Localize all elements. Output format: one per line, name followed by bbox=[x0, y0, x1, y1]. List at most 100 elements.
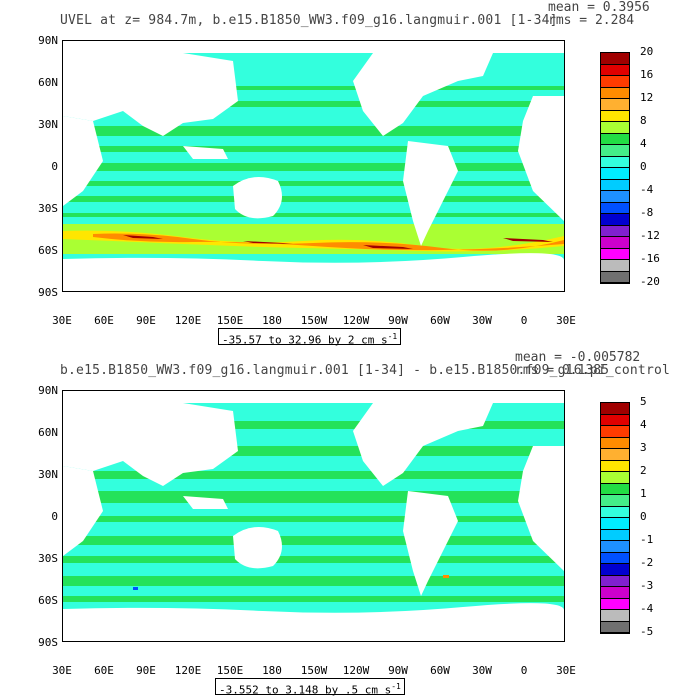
colorbar-label: -2 bbox=[640, 556, 654, 569]
lon-tick-label: 150E bbox=[216, 664, 244, 677]
colorbar-swatch bbox=[601, 518, 629, 530]
lon-tick-label: 150W bbox=[300, 314, 328, 327]
colorbar-swatch bbox=[601, 529, 629, 541]
colorbar-swatch bbox=[601, 587, 629, 599]
colorbar-swatch bbox=[601, 225, 629, 237]
southern-jet bbox=[63, 224, 564, 254]
colorbar-swatch bbox=[601, 53, 629, 65]
colorbar-swatch bbox=[601, 541, 629, 553]
lon-tick-label: 120E bbox=[174, 664, 202, 677]
rms-stat: rms = 0.1385 bbox=[515, 363, 609, 378]
colorbar-swatch bbox=[601, 271, 629, 283]
colorbar-label: 16 bbox=[640, 68, 654, 81]
colorbar-swatch bbox=[601, 179, 629, 191]
lat-tick-label: 60N bbox=[38, 76, 58, 89]
land-masses bbox=[63, 41, 564, 291]
lon-tick-label: 30E bbox=[556, 664, 576, 677]
range-text: -3.552 to 3.148 by .5 cm s bbox=[219, 683, 392, 697]
colorbar-label: 0 bbox=[640, 160, 647, 173]
lon-tick-label: 30E bbox=[556, 314, 576, 327]
lon-tick-label: 90E bbox=[136, 314, 156, 327]
colorbar-label: -20 bbox=[640, 275, 660, 288]
colorbar-swatch bbox=[601, 87, 629, 99]
lon-tick-label: 120W bbox=[342, 314, 370, 327]
range-text: -35.57 to 32.96 by 2 cm s bbox=[222, 333, 388, 347]
lon-tick-label: 180 bbox=[262, 664, 282, 677]
colorbar-swatch bbox=[601, 449, 629, 461]
lat-tick-label: 30N bbox=[38, 468, 58, 481]
lon-tick-label: 30W bbox=[472, 314, 492, 327]
colorbar-label: -1 bbox=[640, 533, 654, 546]
chart-title: b.e15.B1850_WW3.f09_g16.langmuir.001 [1-… bbox=[60, 363, 671, 378]
mean-stat: mean = -0.005782 bbox=[515, 350, 641, 365]
lon-tick-label: 90W bbox=[388, 314, 408, 327]
colorbar-swatch bbox=[601, 248, 629, 260]
lon-tick-label: 30E bbox=[52, 314, 72, 327]
colorbar-swatch bbox=[601, 414, 629, 426]
contour-range-label: -3.552 to 3.148 by .5 cm s-1 bbox=[215, 678, 405, 697]
colorbar-swatch bbox=[601, 426, 629, 438]
colorbar-label: -4 bbox=[640, 183, 654, 196]
colorbar-swatch bbox=[601, 64, 629, 76]
lat-tick-label: 30S bbox=[38, 552, 58, 565]
lon-tick-label: 120W bbox=[342, 664, 370, 677]
colorbar-swatch bbox=[601, 437, 629, 449]
lon-tick-label: 60E bbox=[94, 664, 114, 677]
lat-tick-label: 60N bbox=[38, 426, 58, 439]
colorbar-swatch bbox=[601, 575, 629, 587]
colorbar-swatch bbox=[601, 483, 629, 495]
colorbar-swatch bbox=[601, 403, 629, 415]
colorbar-label: 8 bbox=[640, 114, 647, 127]
lat-tick-label: 90N bbox=[38, 34, 58, 47]
chart-title: UVEL at z= 984.7m, b.e15.B1850_WW3.f09_g… bbox=[60, 13, 558, 28]
lat-tick-label: 60S bbox=[38, 594, 58, 607]
bottom-panel: b.e15.B1850_WW3.f09_g16.langmuir.001 [1-… bbox=[0, 350, 700, 700]
lat-tick-label: 30N bbox=[38, 118, 58, 131]
lat-tick-label: 90S bbox=[38, 286, 58, 299]
colorbar-label: 4 bbox=[640, 418, 647, 431]
colorbar-swatch bbox=[601, 110, 629, 122]
lon-tick-label: 0 bbox=[520, 664, 528, 677]
colorbar-swatch bbox=[601, 202, 629, 214]
colorbar-label: 20 bbox=[640, 45, 654, 58]
colorbar-swatch bbox=[601, 191, 629, 203]
lon-tick-label: 180 bbox=[262, 314, 282, 327]
colorbar-label: -3 bbox=[640, 579, 654, 592]
colorbar-label: -4 bbox=[640, 602, 654, 615]
colorbar-swatch bbox=[601, 472, 629, 484]
colorbar-swatch bbox=[601, 122, 629, 134]
lon-tick-label: 60W bbox=[430, 314, 450, 327]
zonal-bands bbox=[63, 86, 564, 217]
rms-stat: rms = 2.284 bbox=[548, 13, 635, 28]
lon-tick-label: 120E bbox=[174, 314, 202, 327]
range-unit-exponent: -1 bbox=[391, 682, 401, 691]
colorbar-swatch bbox=[601, 506, 629, 518]
lon-tick-label: 30W bbox=[472, 664, 492, 677]
lat-tick-label: 30S bbox=[38, 202, 58, 215]
colorbar-swatch bbox=[601, 610, 629, 622]
colorbar-swatch bbox=[601, 156, 629, 168]
colorbar-label: 0 bbox=[640, 510, 647, 523]
colorbar-label: 12 bbox=[640, 91, 654, 104]
colorbar-swatch bbox=[601, 168, 629, 180]
colorbar-swatch bbox=[601, 133, 629, 145]
lon-tick-label: 90E bbox=[136, 664, 156, 677]
colorbar-swatch bbox=[601, 145, 629, 157]
colorbar-label: -16 bbox=[640, 252, 660, 265]
lon-tick-label: 90W bbox=[388, 664, 408, 677]
anomaly-spot bbox=[133, 587, 138, 590]
colorbar-swatch bbox=[601, 99, 629, 111]
lat-tick-label: 90N bbox=[38, 384, 58, 397]
colorbar-label: -5 bbox=[640, 625, 654, 638]
lon-tick-label: 60E bbox=[94, 314, 114, 327]
colorbar-label: -8 bbox=[640, 206, 654, 219]
zonal-bands bbox=[63, 421, 564, 602]
colorbar bbox=[600, 402, 630, 634]
range-unit-exponent: -1 bbox=[387, 332, 398, 341]
contour-range-label: -35.57 to 32.96 by 2 cm s-1 bbox=[218, 328, 402, 347]
colorbar-swatch bbox=[601, 460, 629, 472]
lon-tick-label: 150W bbox=[300, 664, 328, 677]
colorbar-label: -12 bbox=[640, 229, 660, 242]
mean-stat: mean = 0.3956 bbox=[548, 0, 650, 15]
lat-tick-label: 90S bbox=[38, 636, 58, 649]
